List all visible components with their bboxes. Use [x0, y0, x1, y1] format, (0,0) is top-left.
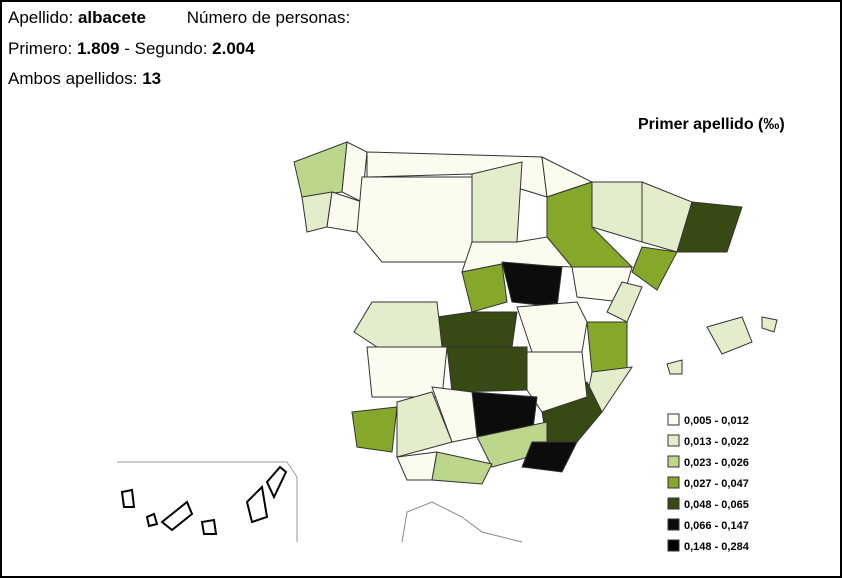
legend: 0,005 - 0,012 0,013 - 0,022 0,023 - 0,026 0…: [667, 413, 750, 553]
province: [431, 386, 478, 443]
label: Ambos apellidos:: [8, 69, 138, 88]
province: [436, 311, 518, 348]
province: [446, 346, 528, 393]
canary-islands: [117, 461, 298, 542]
province: [293, 141, 348, 198]
both-line: Ambos apellidos: 13: [8, 69, 161, 89]
legend-swatch: [667, 497, 680, 510]
value: 13: [142, 69, 162, 88]
surname: albacete: [77, 8, 146, 27]
label: Número de personas:: [186, 8, 351, 27]
label: Primero:: [8, 39, 73, 58]
province: [353, 301, 443, 348]
legend-label: 0,005 - 0,012: [684, 415, 749, 427]
province: [461, 263, 508, 313]
province: [526, 351, 588, 413]
province: [521, 441, 578, 473]
counts-line: Primero: 1.809 - Segundo: 2.004: [8, 39, 255, 59]
province: [706, 316, 753, 355]
legend-label: 0,013 - 0,022: [684, 436, 749, 448]
legend-swatch: [667, 413, 680, 426]
province: [471, 161, 523, 243]
province: [356, 176, 473, 263]
legend-label: 0,066 - 0,147: [684, 520, 749, 532]
province: [631, 246, 678, 291]
value: 2.004: [212, 39, 255, 58]
provinces: [293, 141, 778, 485]
label: Apellido:: [8, 8, 74, 27]
province: [586, 321, 628, 373]
legend-swatch: [667, 518, 680, 531]
africa-coast: [401, 501, 523, 543]
label: - Segundo:: [124, 39, 208, 58]
legend-label: 0,048 - 0,065: [684, 499, 749, 511]
legend-label: 0,027 - 0,047: [684, 478, 749, 490]
province: [591, 181, 643, 243]
value: 1.809: [76, 39, 120, 58]
province: [501, 261, 563, 308]
province: [761, 316, 778, 333]
map-title: Primer apellido (‰): [638, 116, 785, 133]
province: [351, 406, 398, 453]
legend-swatch: [667, 455, 680, 468]
legend-swatch: [667, 539, 680, 552]
province: [516, 301, 588, 353]
legend-swatch: [667, 476, 680, 489]
surname-line: Apellido: albacete Número de personas:: [8, 8, 350, 28]
province: [431, 451, 493, 485]
legend-swatch: [667, 434, 680, 447]
province: [396, 451, 438, 481]
legend-label: 0,023 - 0,026: [684, 457, 749, 469]
province: [396, 391, 453, 458]
legend-label: 0,148 - 0,284: [684, 541, 750, 553]
province: [666, 359, 683, 375]
province: [676, 201, 743, 253]
